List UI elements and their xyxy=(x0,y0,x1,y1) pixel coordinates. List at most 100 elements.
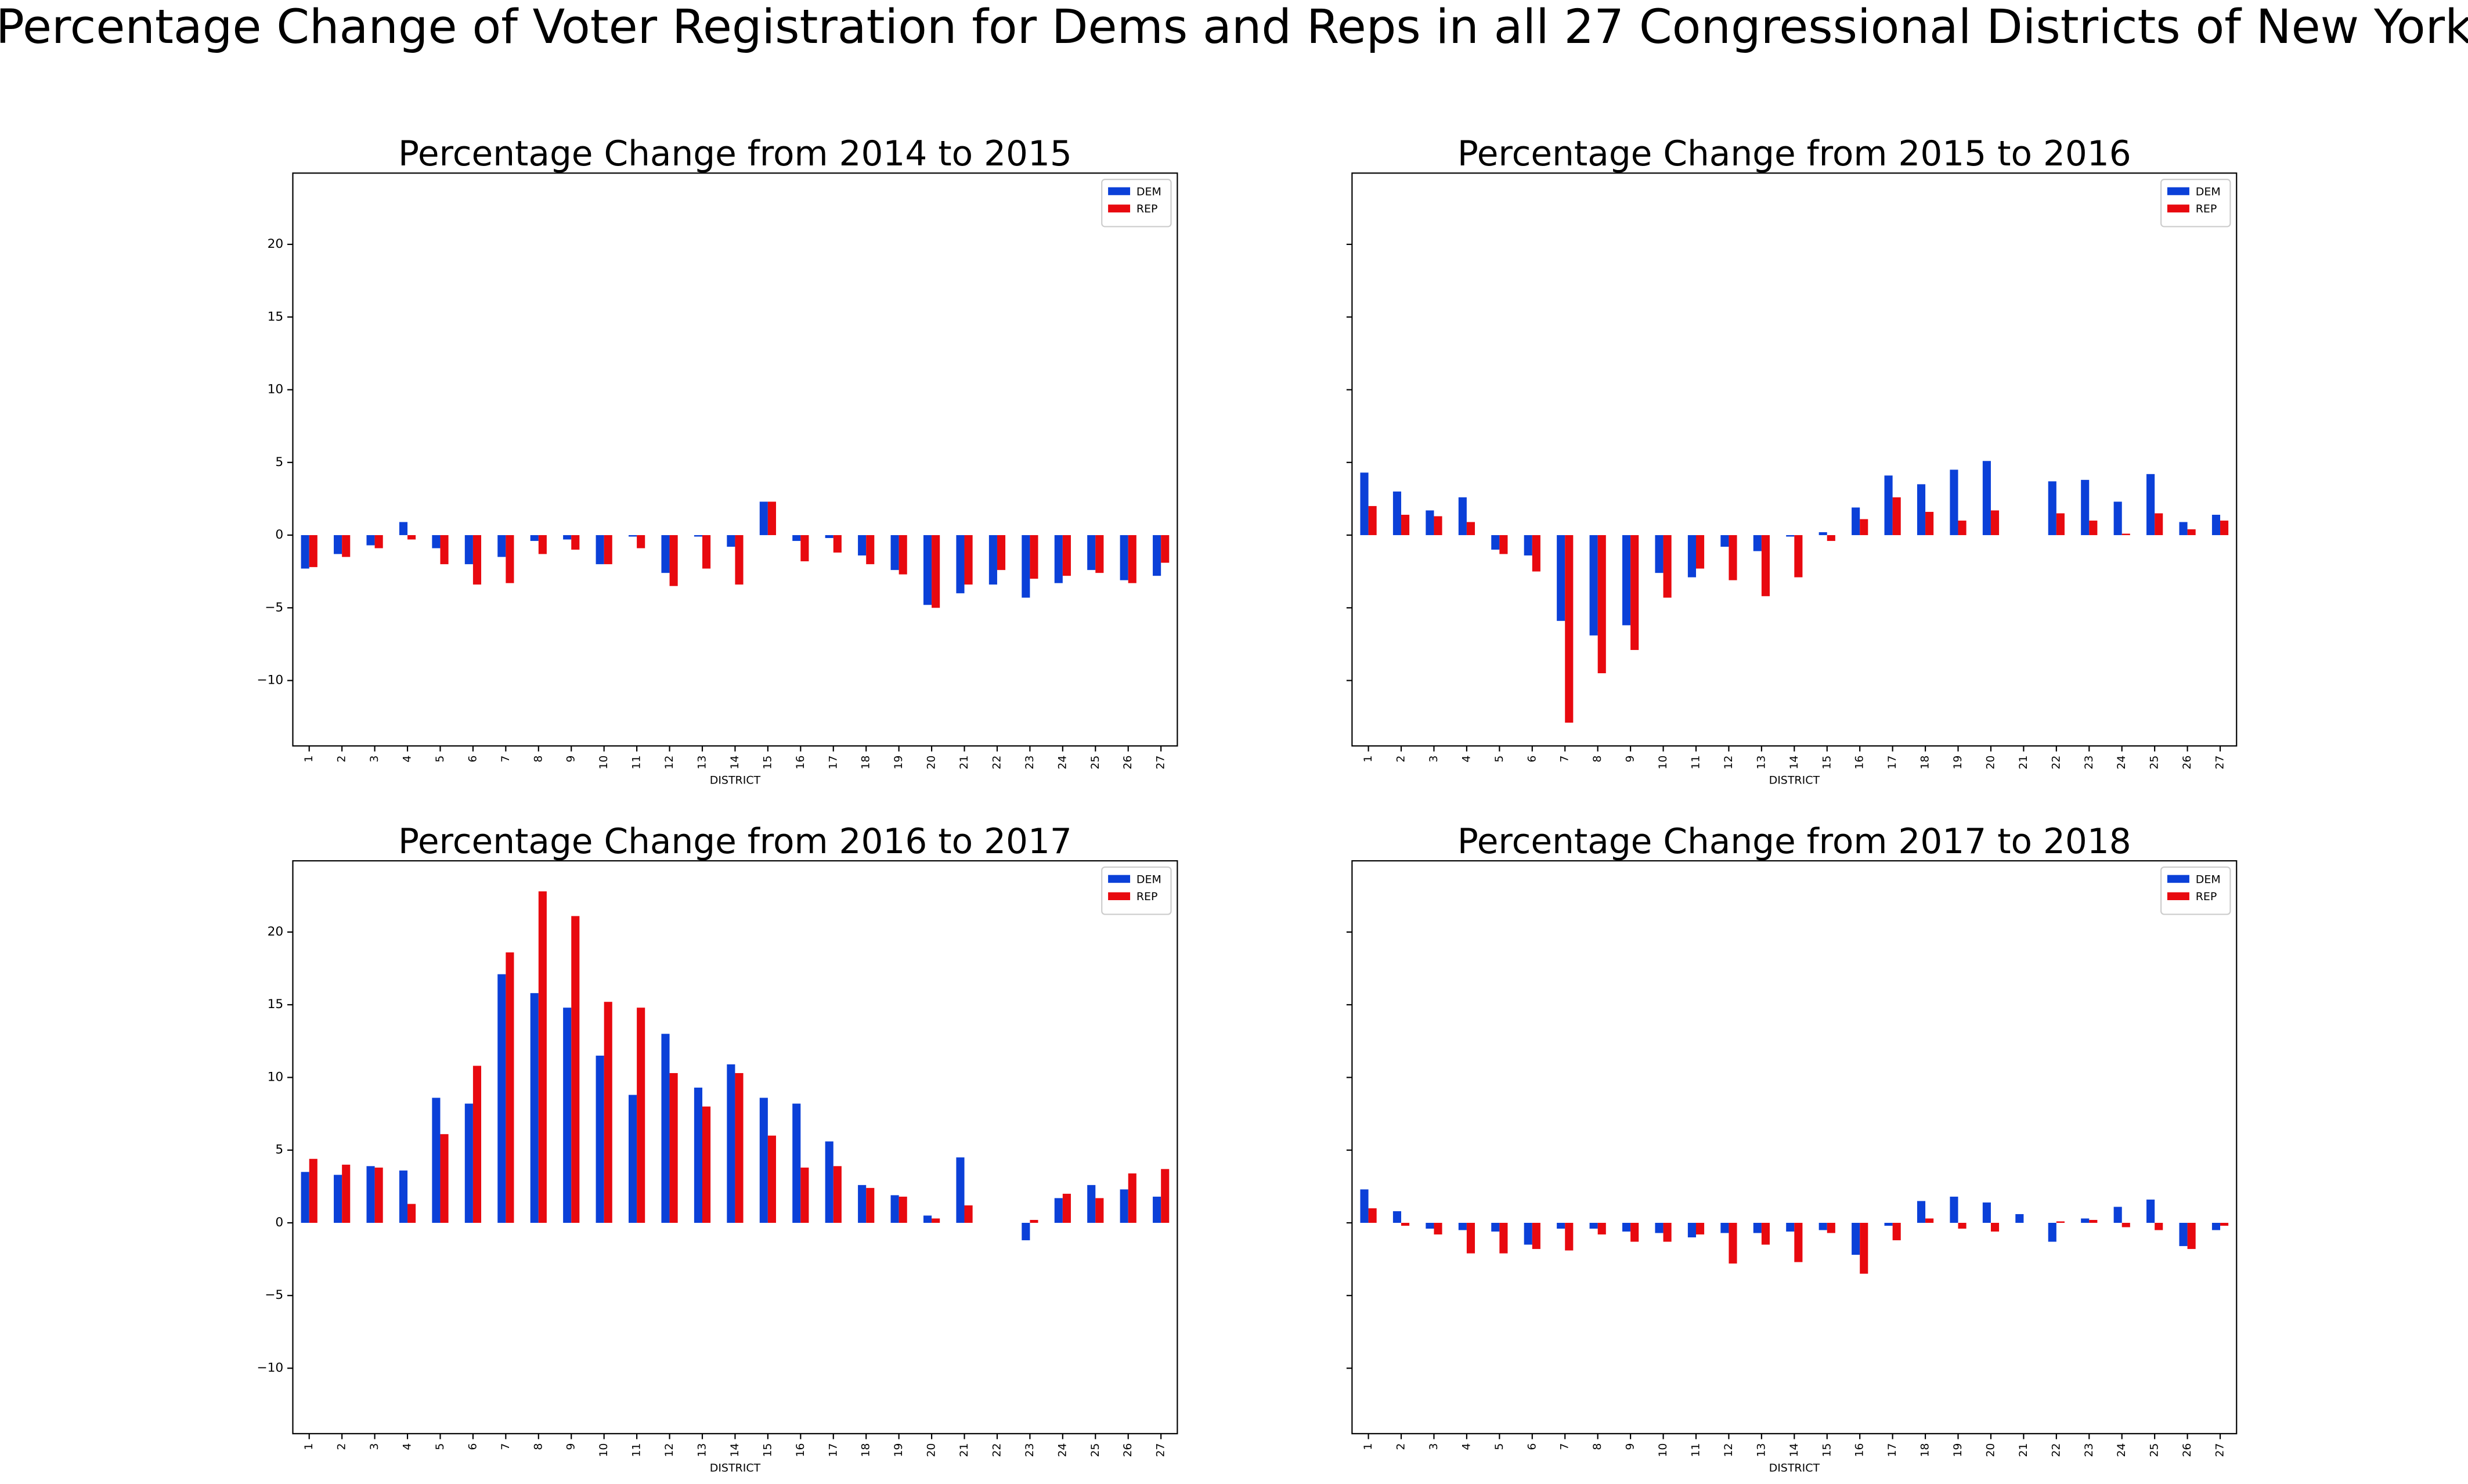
x-tick-label: 6 xyxy=(1525,1443,1538,1450)
x-tick-label: 9 xyxy=(565,1443,578,1450)
legend-swatch xyxy=(1108,187,1131,196)
x-tick-label: 20 xyxy=(925,756,938,770)
plot-frame xyxy=(1351,860,2238,1435)
y-tick-label: 20 xyxy=(268,925,284,939)
bar xyxy=(342,1164,351,1223)
x-tick-label: 13 xyxy=(1755,756,1767,770)
x-tick-label: 12 xyxy=(663,756,676,770)
x-tick-label: 23 xyxy=(2083,756,2095,770)
bar xyxy=(2056,1221,2065,1223)
x-tick-label: 18 xyxy=(860,756,872,770)
bar xyxy=(1022,1222,1030,1241)
x-tick-label: 11 xyxy=(1689,1443,1702,1457)
bar xyxy=(2187,529,2196,536)
bar xyxy=(866,1187,875,1223)
bar xyxy=(1687,1222,1696,1238)
bar xyxy=(596,1055,604,1223)
y-tick-label: 5 xyxy=(275,455,283,470)
bar xyxy=(956,535,965,594)
x-tick-label: 16 xyxy=(1853,1443,1866,1457)
x-tick-label: 22 xyxy=(990,756,1003,770)
x-tick-label: 10 xyxy=(597,756,610,770)
bar xyxy=(374,1167,383,1223)
bar xyxy=(342,535,351,557)
bar xyxy=(1655,535,1664,573)
bar xyxy=(334,1175,342,1223)
bar xyxy=(1827,535,1835,541)
bar xyxy=(629,535,637,537)
bar xyxy=(1087,1185,1096,1223)
subplot-title: Percentage Change from 2015 to 2016 xyxy=(1457,134,2131,174)
x-tick-label: 23 xyxy=(1023,1443,1036,1457)
x-axis-label: DISTRICT xyxy=(710,1461,761,1474)
bar xyxy=(2220,1222,2229,1226)
bar xyxy=(2179,1222,2188,1247)
legend-label: REP xyxy=(1136,203,1158,215)
bar xyxy=(1557,535,1565,621)
x-tick-label: 7 xyxy=(499,1443,512,1450)
bar xyxy=(2211,1222,2221,1230)
bar xyxy=(1030,1219,1038,1223)
bar xyxy=(932,1218,940,1223)
bar xyxy=(1524,1222,1532,1245)
bar xyxy=(571,535,580,550)
bar xyxy=(2113,501,2122,536)
x-tick-label: 4 xyxy=(401,756,414,763)
bar xyxy=(432,535,441,548)
bar xyxy=(1499,535,1508,554)
x-tick-label: 5 xyxy=(434,1443,446,1450)
bar xyxy=(1884,1222,1893,1226)
bar xyxy=(1958,1222,1967,1229)
bar xyxy=(538,535,547,554)
bar xyxy=(1054,1198,1063,1223)
bar xyxy=(2056,513,2065,536)
bar xyxy=(1368,1208,1377,1223)
x-tick-label: 17 xyxy=(827,1443,839,1457)
x-tick-label: 2 xyxy=(1395,1443,1408,1450)
x-tick-label: 15 xyxy=(761,1443,774,1457)
bar xyxy=(2179,522,2188,536)
x-tick-label: 21 xyxy=(2017,756,2030,770)
bar xyxy=(694,535,702,537)
bar xyxy=(702,535,711,569)
bar xyxy=(1095,535,1104,573)
bar xyxy=(1392,491,1402,536)
x-tick-label: 26 xyxy=(2181,756,2193,770)
x-tick-label: 2 xyxy=(335,756,348,763)
bar xyxy=(2146,1199,2155,1223)
x-tick-label: 27 xyxy=(1154,1443,1167,1457)
x-tick-label: 2 xyxy=(335,1443,348,1450)
y-tick-label: 10 xyxy=(268,382,284,397)
y-tick-label: −5 xyxy=(265,1288,283,1302)
x-tick-label: 4 xyxy=(1460,1443,1473,1450)
bar xyxy=(604,535,612,565)
bar xyxy=(464,535,473,565)
bar xyxy=(1852,507,1860,536)
bar xyxy=(2089,1219,2098,1223)
plot-frame xyxy=(292,860,1178,1435)
bar xyxy=(506,952,514,1223)
bar xyxy=(1458,1222,1467,1230)
bar xyxy=(825,1141,834,1223)
x-tick-label: 12 xyxy=(1722,1443,1735,1457)
legend-label: DEM xyxy=(2196,185,2221,198)
bar xyxy=(1818,532,1827,536)
bar xyxy=(1161,535,1170,563)
bar xyxy=(301,1172,309,1223)
x-tick-label: 26 xyxy=(2181,1443,2193,1457)
x-tick-label: 14 xyxy=(1788,1443,1801,1457)
bar xyxy=(399,1170,408,1223)
x-tick-label: 1 xyxy=(1362,756,1374,763)
x-tick-label: 17 xyxy=(1886,756,1899,770)
bar xyxy=(1565,1222,1574,1251)
x-tick-label: 19 xyxy=(1951,756,1964,770)
bar xyxy=(1466,1222,1475,1254)
x-tick-label: 21 xyxy=(2017,1443,2030,1457)
bar xyxy=(604,1002,612,1223)
x-tick-label: 8 xyxy=(1591,1443,1604,1450)
bar xyxy=(1753,535,1762,551)
bar xyxy=(538,891,547,1223)
bar xyxy=(1892,1222,1901,1241)
